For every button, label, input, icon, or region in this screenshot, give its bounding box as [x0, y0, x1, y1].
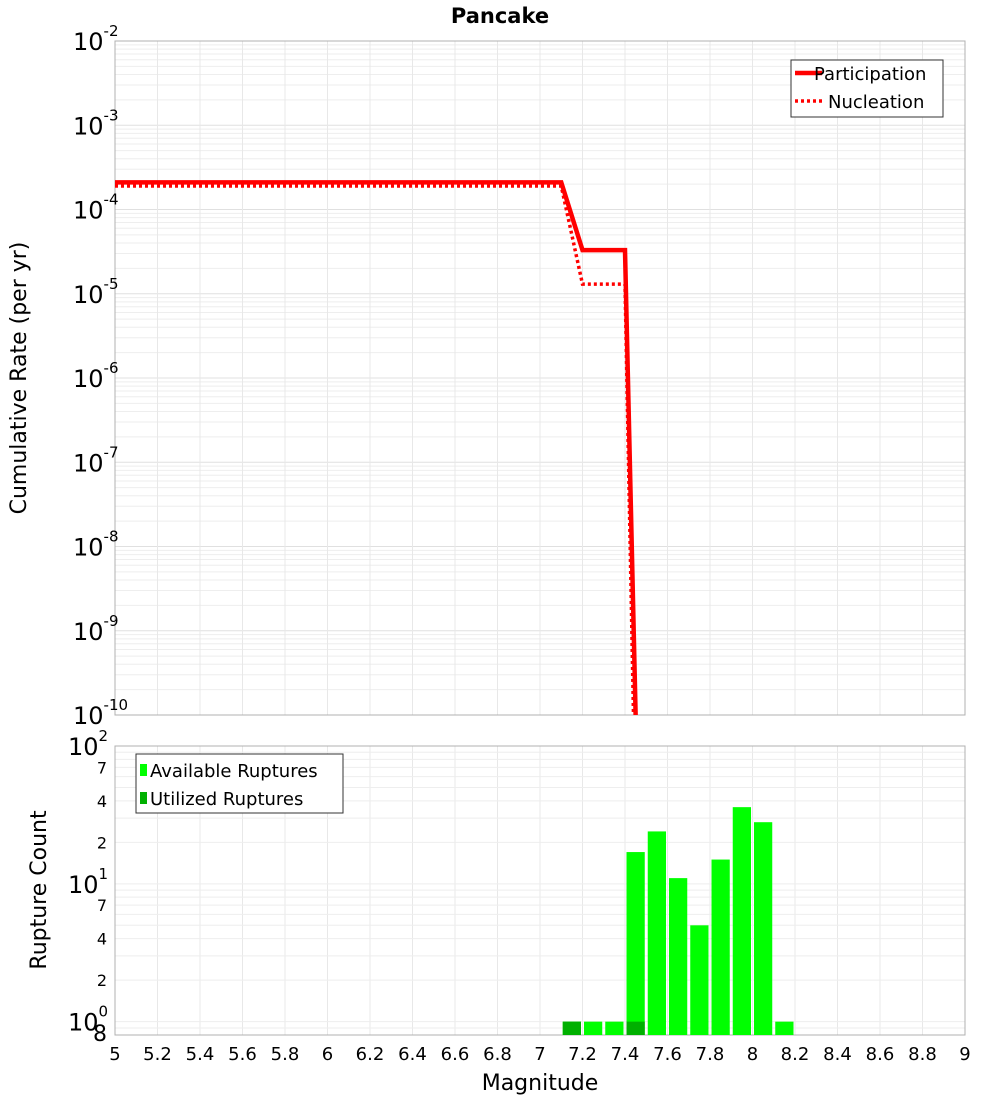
bar-utilized	[562, 1021, 581, 1035]
y-tick-base: 10	[73, 618, 104, 646]
x-tick-label: 5.8	[271, 1044, 300, 1065]
y-tick-base: 10	[68, 871, 99, 899]
y-tick-exponent: -3	[104, 106, 119, 124]
y-minor-tick-label: 2	[97, 971, 107, 990]
bar-available	[754, 822, 773, 1035]
legend-label: Participation	[814, 64, 926, 85]
series-line-participation	[115, 180, 638, 715]
y-tick-label: 10-3	[73, 106, 119, 140]
x-tick-label: 8	[747, 1044, 758, 1065]
x-tick-label: 6.4	[398, 1044, 427, 1065]
bar-available	[690, 925, 709, 1035]
y-tick-base: 10	[68, 1009, 99, 1037]
x-tick-label: 6.6	[441, 1044, 470, 1065]
y-tick-label: 101	[68, 865, 108, 899]
bar-available	[605, 1021, 624, 1035]
top-legend: Participation Nucleation	[790, 59, 944, 118]
y-tick-label: 10-4	[73, 191, 119, 225]
bar-available	[626, 852, 645, 1035]
y-tick-base: 10	[73, 28, 104, 56]
bar-available	[584, 1021, 603, 1035]
x-tick-label: 6.2	[356, 1044, 385, 1065]
legend-box	[790, 59, 944, 118]
y-tick-base: 10	[73, 365, 104, 393]
x-tick-label: 7.8	[696, 1044, 725, 1065]
y-tick-label: 100	[68, 1003, 108, 1037]
series-line-nucleation	[115, 184, 636, 715]
x-tick-label: 8.4	[823, 1044, 852, 1065]
y-axis-label-rate: Cumulative Rate (per yr)	[7, 242, 32, 515]
x-tick-label: 5.4	[186, 1044, 215, 1065]
legend-label: Utilized Ruptures	[150, 789, 303, 810]
bottom-plot-frame	[114, 745, 966, 1036]
y-tick-base: 10	[73, 534, 104, 562]
bar-available	[647, 831, 666, 1035]
y-minor-tick-label: 4	[97, 792, 107, 811]
y-tick-exponent: -6	[104, 359, 119, 377]
y-tick-exponent: -9	[104, 612, 119, 630]
y-tick-label: 10-5	[73, 275, 119, 309]
y-axis-label-count: Rupture Count	[27, 810, 52, 970]
y-tick-exponent: -7	[104, 443, 119, 461]
x-tick-label: 7.6	[653, 1044, 682, 1065]
bar-available	[711, 859, 730, 1035]
y-tick-label: 10-9	[73, 612, 119, 646]
y-tick-label: 10-2	[73, 22, 119, 56]
x-tick-label: 7	[534, 1044, 545, 1065]
legend-label: Nucleation	[828, 92, 924, 113]
top-gridlines	[115, 41, 965, 1035]
y-minor-tick-label: 7	[97, 758, 107, 777]
y-minor-tick-label: 4	[97, 930, 107, 949]
bar-available	[669, 878, 688, 1035]
chart-title: Pancake	[451, 4, 549, 28]
x-tick-label: 8.2	[781, 1044, 810, 1065]
x-tick-label: 6.8	[483, 1044, 512, 1065]
y-minor-tick-label: 7	[97, 896, 107, 915]
y-minor-tick-label: 2	[97, 833, 107, 852]
y-tick-exponent: -5	[104, 275, 119, 293]
y-tick-base: 10	[73, 281, 104, 309]
y-tick-base: 10	[73, 112, 104, 140]
y-tick-exponent: 0	[99, 1003, 109, 1021]
y-tick-label: 102	[68, 727, 108, 761]
y-tick-label: 10-7	[73, 443, 119, 477]
y-tick-exponent: 1	[99, 865, 109, 883]
y-tick-exponent: -4	[104, 191, 119, 209]
y-tick-label: 10-10	[73, 696, 128, 730]
x-tick-label: 9	[959, 1044, 970, 1065]
bar-available	[732, 807, 751, 1035]
y-tick-base: 10	[68, 733, 99, 761]
top-plot-frame	[114, 40, 966, 716]
y-tick-base: 10	[73, 449, 104, 477]
legend-swatch	[140, 792, 147, 804]
y-tick-exponent: -8	[104, 528, 119, 546]
y-tick-base: 10	[73, 197, 104, 225]
y-tick-base: 10	[73, 702, 104, 730]
x-tick-label: 5.2	[143, 1044, 172, 1065]
bar-utilized	[626, 1021, 645, 1035]
legend-box	[135, 753, 344, 814]
x-tick-label: 5.6	[228, 1044, 257, 1065]
x-tick-label: 8.8	[908, 1044, 937, 1065]
bottom-legend: Available Ruptures Utilized Ruptures	[135, 753, 344, 814]
x-tick-label: 8.6	[866, 1044, 895, 1065]
x-tick-label: 6	[322, 1044, 333, 1065]
y-minor-tick-label: 8	[93, 1022, 107, 1047]
x-tick-label: 5	[109, 1044, 120, 1065]
x-tick-label: 7.4	[611, 1044, 640, 1065]
x-axis-label: Magnitude	[482, 1071, 599, 1096]
bar-available	[775, 1021, 794, 1035]
legend-label: Available Ruptures	[150, 761, 318, 782]
y-tick-exponent: -2	[104, 22, 119, 40]
y-tick-label: 10-6	[73, 359, 119, 393]
y-tick-exponent: -10	[104, 696, 129, 714]
x-tick-label: 7.2	[568, 1044, 597, 1065]
legend-swatch	[140, 764, 147, 776]
y-tick-exponent: 2	[99, 727, 109, 745]
y-tick-label: 10-8	[73, 528, 119, 562]
